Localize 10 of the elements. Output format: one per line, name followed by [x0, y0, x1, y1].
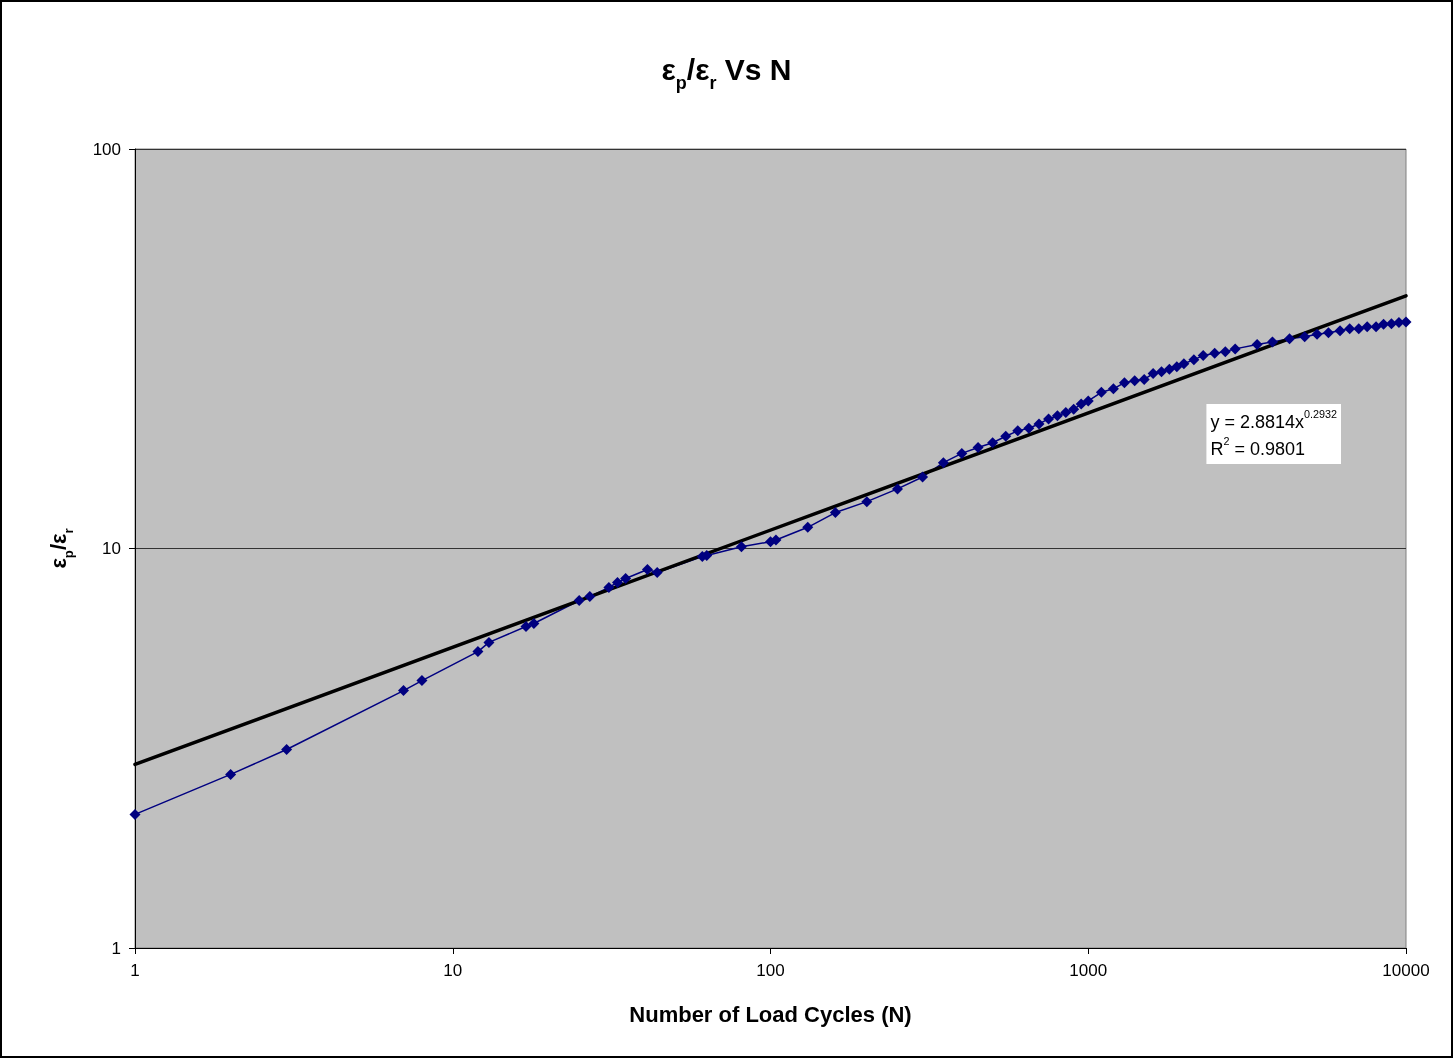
x-tick-label: 10: [443, 961, 463, 980]
x-axis-title: Number of Load Cycles (N): [629, 1001, 912, 1027]
x-tick-label: 100: [756, 961, 785, 980]
x-tick-label: 10000: [1382, 961, 1430, 980]
y-tick-label: 100: [92, 139, 121, 159]
x-tick-label: 1000: [1069, 961, 1108, 980]
x-tick-label: 1: [130, 961, 140, 980]
y-tick-label: 1: [111, 938, 121, 958]
y-axis-title: εp/εr: [46, 528, 76, 569]
y-tick-label: 10: [102, 539, 121, 558]
